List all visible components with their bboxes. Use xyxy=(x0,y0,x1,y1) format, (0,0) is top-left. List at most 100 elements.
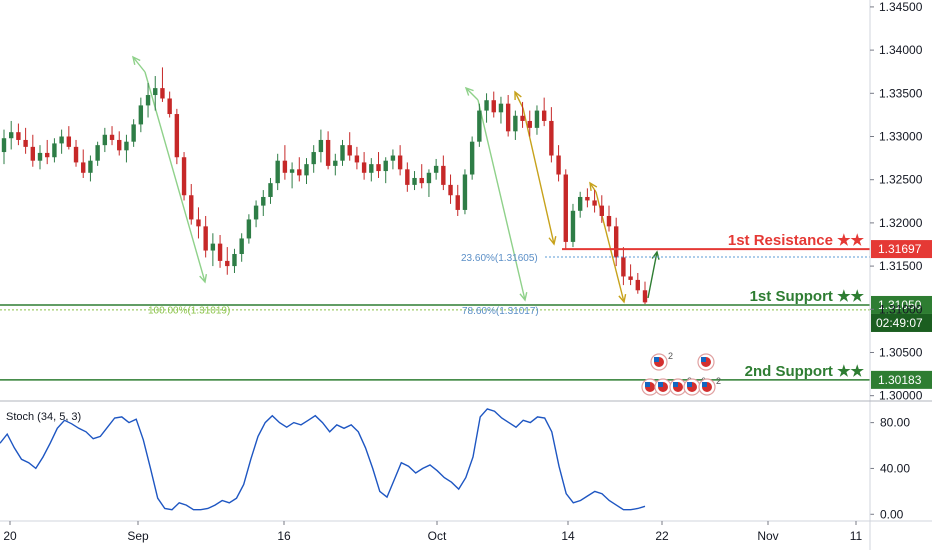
candle[interactable] xyxy=(181,152,187,201)
candle[interactable] xyxy=(340,139,345,166)
candle[interactable] xyxy=(253,200,259,228)
candle[interactable] xyxy=(606,205,612,232)
candle[interactable] xyxy=(361,152,367,180)
candle[interactable] xyxy=(592,190,597,213)
candle[interactable] xyxy=(88,155,93,182)
candle[interactable] xyxy=(484,93,489,123)
candle[interactable] xyxy=(563,169,568,249)
candle[interactable] xyxy=(477,103,482,147)
candle[interactable] xyxy=(268,177,273,204)
candle[interactable] xyxy=(491,91,496,118)
candle[interactable] xyxy=(419,164,424,189)
candle[interactable] xyxy=(167,91,172,118)
candle[interactable] xyxy=(556,145,561,182)
candle[interactable] xyxy=(541,97,547,127)
candle[interactable] xyxy=(232,248,237,274)
candle[interactable] xyxy=(621,247,626,286)
candle[interactable] xyxy=(635,273,640,294)
level-3[interactable]: 2nd Support ★★ 1.30183 xyxy=(0,363,932,389)
candle[interactable] xyxy=(217,234,223,268)
candle[interactable] xyxy=(412,171,417,191)
candle[interactable] xyxy=(37,145,43,170)
us-flag-event-icon[interactable]: 2 xyxy=(650,351,673,371)
candle[interactable] xyxy=(1,129,7,165)
candle[interactable] xyxy=(520,101,525,128)
candle[interactable] xyxy=(282,145,288,180)
candle[interactable] xyxy=(599,195,604,223)
candle[interactable] xyxy=(642,281,648,305)
candle[interactable] xyxy=(66,126,72,150)
candle[interactable] xyxy=(124,134,129,163)
candle[interactable] xyxy=(289,162,295,189)
candle[interactable] xyxy=(318,129,324,163)
candle[interactable] xyxy=(369,158,374,182)
candle[interactable] xyxy=(628,264,633,286)
candle[interactable] xyxy=(16,123,21,146)
candle[interactable] xyxy=(30,134,36,167)
candle[interactable] xyxy=(383,157,388,184)
price-candles[interactable] xyxy=(1,67,648,305)
candle[interactable] xyxy=(390,149,396,170)
candle[interactable] xyxy=(613,217,619,267)
candle[interactable] xyxy=(585,188,590,208)
candle[interactable] xyxy=(225,247,230,275)
candle[interactable] xyxy=(297,157,302,182)
candle[interactable] xyxy=(333,153,338,176)
candle[interactable] xyxy=(354,146,360,170)
candle[interactable] xyxy=(52,138,57,163)
candle[interactable] xyxy=(527,110,532,137)
candle[interactable] xyxy=(117,131,122,156)
candle[interactable] xyxy=(45,139,50,165)
candle[interactable] xyxy=(23,127,28,154)
us-flag-event-icon[interactable] xyxy=(641,378,659,396)
candle[interactable] xyxy=(347,132,352,161)
candle[interactable] xyxy=(433,158,439,180)
candle[interactable] xyxy=(102,127,108,153)
candle[interactable] xyxy=(109,126,115,146)
candle[interactable] xyxy=(455,184,460,216)
candle[interactable] xyxy=(81,149,86,178)
candle[interactable] xyxy=(448,174,453,204)
candle[interactable] xyxy=(145,82,151,118)
candle[interactable] xyxy=(304,158,309,185)
candle[interactable] xyxy=(505,95,511,137)
candle[interactable] xyxy=(59,129,64,154)
candle[interactable] xyxy=(426,169,432,197)
candle[interactable] xyxy=(196,207,201,239)
candle[interactable] xyxy=(160,67,165,102)
level-1[interactable]: 1st Resistance ★★ 1.31697 xyxy=(562,232,932,259)
candle[interactable] xyxy=(174,108,180,165)
candle[interactable] xyxy=(462,169,468,215)
us-flag-event-icon[interactable] xyxy=(654,378,672,396)
candle[interactable] xyxy=(513,110,518,140)
level-lines[interactable]: 1st Resistance ★★ 1.31697 1st Support ★★ 1.… xyxy=(0,232,932,389)
candle[interactable] xyxy=(239,233,244,262)
candle[interactable] xyxy=(138,97,144,133)
candle[interactable] xyxy=(570,203,576,248)
economic-event-icons[interactable]: 2262 xyxy=(641,351,721,396)
us-flag-event-icon[interactable]: 2 xyxy=(698,376,721,396)
candle[interactable] xyxy=(577,191,583,218)
candle[interactable] xyxy=(498,96,504,124)
candle[interactable] xyxy=(189,184,194,225)
candle[interactable] xyxy=(153,76,158,111)
candle[interactable] xyxy=(261,190,266,216)
candle[interactable] xyxy=(203,215,208,258)
us-flag-event-icon[interactable] xyxy=(697,353,715,371)
candle[interactable] xyxy=(210,233,216,267)
candle[interactable] xyxy=(549,107,554,163)
candle[interactable] xyxy=(9,120,14,150)
candle[interactable] xyxy=(131,119,136,147)
candle[interactable] xyxy=(73,139,79,167)
candle[interactable] xyxy=(397,145,403,176)
candle[interactable] xyxy=(376,152,381,178)
candle[interactable] xyxy=(95,141,100,166)
candle[interactable] xyxy=(405,162,410,192)
candle[interactable] xyxy=(441,155,446,191)
candle[interactable] xyxy=(311,145,316,173)
candle[interactable] xyxy=(275,153,280,191)
candle[interactable] xyxy=(246,214,252,244)
candle[interactable] xyxy=(469,136,475,180)
level-2[interactable]: 1st Support ★★ 1.31050 xyxy=(0,288,932,314)
